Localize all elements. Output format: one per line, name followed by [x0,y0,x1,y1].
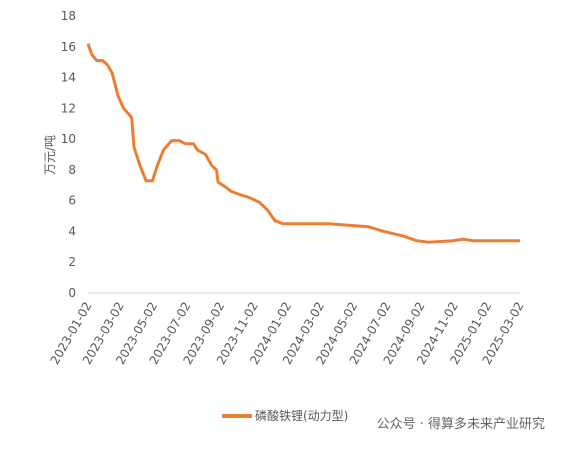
y-tick-label: 8 [68,163,76,177]
y-tick-label: 6 [68,194,76,208]
y-axis-label: 万元/吨 [43,135,57,175]
data-line [86,43,520,244]
watermark: 公众号 · 得算多未来产业研究 [377,416,545,432]
y-tick-label: 10 [61,132,76,146]
y-tick-label: 16 [61,40,76,54]
y-tick-label: 4 [68,224,76,238]
legend-label: 磷酸铁锂(动力型) [255,408,348,423]
y-tick-label: 18 [61,9,76,23]
y-tick-label: 0 [68,286,76,300]
y-tick-label: 2 [68,255,76,269]
y-tick-label: 14 [61,71,76,85]
y-tick-label: 12 [61,101,76,115]
